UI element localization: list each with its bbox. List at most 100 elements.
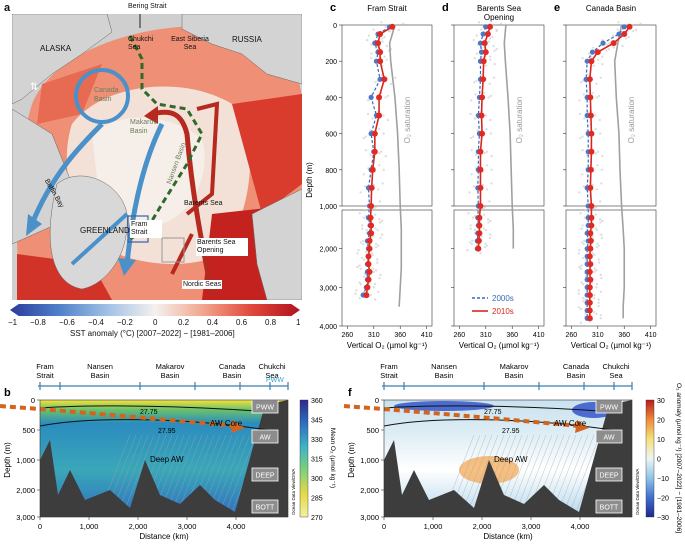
region-header-line2: Strait [36, 371, 54, 380]
scatter-point [483, 245, 487, 249]
scatter-point [581, 135, 584, 138]
series-2000s-point [368, 94, 374, 100]
scatter-point [381, 40, 384, 43]
section-colorbar [645, 399, 655, 518]
scatter-point [582, 256, 585, 260]
series-2000s-point [478, 49, 485, 55]
scatter-point [599, 317, 603, 320]
profile-frame-top [341, 24, 433, 207]
water-mass-label: AW [259, 435, 270, 442]
scatter-point [470, 149, 473, 152]
series-2010s-point [586, 292, 593, 299]
series-2010s-point [377, 31, 384, 38]
scatter-point [469, 136, 473, 140]
scatter-point [378, 200, 382, 203]
region-header: Makarov [500, 362, 529, 371]
water-mass-label: DEEP [599, 473, 618, 480]
scatter-point [616, 28, 619, 31]
series-2010s-point [586, 315, 593, 322]
series-2010s-point [587, 237, 594, 244]
sst-tick: 0.4 [207, 318, 219, 327]
scatter-point [595, 229, 599, 232]
series-2010s-point [482, 49, 489, 56]
hatch-line [213, 434, 245, 513]
region-header-line2: Basin [567, 371, 586, 380]
scatter-point [617, 21, 620, 24]
scatter-point [377, 244, 380, 247]
scatter-point [484, 242, 487, 246]
scatter-point [362, 136, 366, 140]
series-2010s-point [588, 203, 595, 209]
sst-tick: 0.8 [265, 318, 277, 327]
hatch-line [177, 434, 209, 513]
series-2010s-point [368, 184, 375, 191]
scatter-point [584, 258, 588, 261]
series-2010s-point [364, 284, 371, 291]
series-2010s-point [376, 112, 383, 119]
isopycnal-27-75 [383, 405, 615, 413]
hatch-line [123, 434, 155, 513]
scatter-point [593, 293, 596, 297]
scatter-point [482, 213, 486, 216]
scatter-point [373, 213, 377, 216]
scatter-point [587, 52, 591, 55]
scatter-point [376, 261, 379, 264]
series-2010s-point [588, 214, 595, 221]
panel-letter: e [554, 2, 560, 14]
alaska-label: ALASKA [40, 44, 72, 53]
scatter-point [356, 252, 359, 255]
scatter-point [612, 34, 615, 37]
y-axis-title: Depth (m) [3, 442, 12, 478]
barents-label: Barents Sea [184, 200, 223, 207]
region-header-line2: Basin [223, 371, 242, 380]
scatter-point [593, 267, 596, 270]
x-tick-label: 360 [618, 332, 630, 339]
scatter-point [600, 168, 604, 171]
y-tick-label: 200 [325, 59, 337, 66]
scatter-point [382, 132, 385, 135]
scatter-point [579, 81, 583, 84]
sst-tick: −0.6 [59, 318, 75, 327]
scatter-point [374, 245, 378, 249]
scatter-point [577, 289, 581, 292]
sst-tick: −0.4 [88, 318, 104, 327]
scatter-point [595, 286, 598, 289]
scatter-point [597, 94, 601, 98]
norway-land [251, 188, 302, 300]
scatter-point [370, 43, 373, 46]
scatter-point [361, 224, 364, 227]
series-2000s-point [480, 31, 486, 37]
water-mass-box [251, 467, 279, 482]
scatter-point [372, 28, 375, 31]
scatter-point [582, 93, 585, 96]
scatter-point [371, 253, 375, 257]
scatter-point [578, 112, 582, 116]
scatter-point [583, 216, 587, 219]
series-2010s-point [368, 222, 375, 229]
profile-frame-bottom [341, 209, 433, 327]
y-tick-label: 0 [31, 396, 35, 405]
scatter-point [385, 58, 388, 61]
y-tick-label: 3,000 [319, 285, 337, 292]
region-header-line2: Sea [609, 371, 623, 380]
scatter-point [354, 292, 357, 295]
series-2010s-point [476, 214, 483, 221]
scatter-point [580, 264, 583, 267]
scatter-point [468, 191, 471, 194]
series-2010s-point [367, 214, 374, 221]
profile-title: Barents Sea [477, 4, 522, 13]
scatter-point [387, 29, 391, 33]
scatter-point [475, 52, 479, 55]
russia-label: RUSSIA [232, 35, 262, 44]
nordic-label: Nordic Seas [182, 280, 223, 289]
scatter-point [380, 219, 384, 223]
scatter-point [480, 28, 483, 31]
series-2000s-point [477, 40, 484, 46]
sst-tick: −0.8 [30, 318, 46, 327]
scatter-point [639, 22, 642, 26]
region-header: Nansen [431, 362, 457, 371]
isopycnal-label: 27.95 [502, 428, 520, 435]
section-frame [39, 399, 289, 518]
scatter-point [359, 191, 362, 194]
sst-tick: −0.2 [117, 318, 133, 327]
